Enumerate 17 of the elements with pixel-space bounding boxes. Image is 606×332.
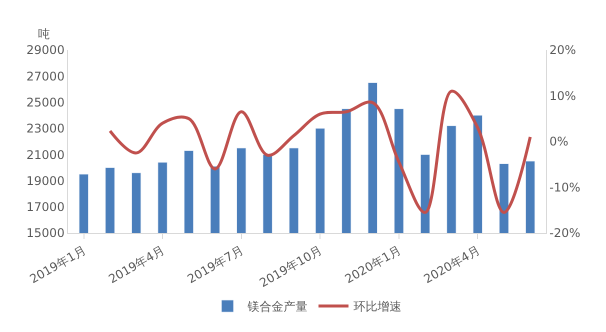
y-axis-title: 吨 <box>38 27 50 41</box>
y-tick-label: 15000 <box>26 226 65 240</box>
y2-tick-label: 10% <box>549 88 576 103</box>
y2-tick-label: -20% <box>549 226 580 240</box>
line-series <box>108 90 532 214</box>
y-tick-label: 25000 <box>26 95 65 110</box>
y2-tick-label: -10% <box>549 180 580 194</box>
y2-tick-label: 20% <box>549 43 576 58</box>
y-tick-label: 23000 <box>26 122 65 136</box>
y-tick-label: 17000 <box>26 200 65 214</box>
y-tick-label: 29000 <box>26 43 65 58</box>
y-tick-label: 27000 <box>26 69 65 84</box>
legend-label: 环比增速 <box>354 300 402 314</box>
y-tick-label: 19000 <box>26 174 65 188</box>
y-tick-label: 21000 <box>26 148 65 162</box>
legend-label: 镁合金产量 <box>246 300 308 314</box>
y2-tick-label: 0% <box>549 134 568 149</box>
